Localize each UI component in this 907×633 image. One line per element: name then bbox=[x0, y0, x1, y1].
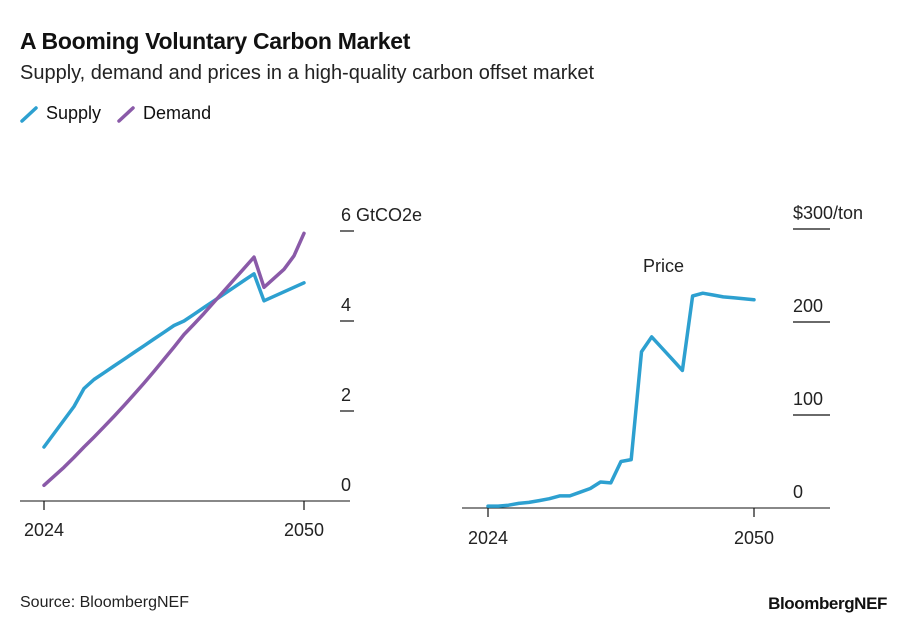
legend-item-supply: Supply bbox=[20, 103, 101, 124]
source-note: Source: BloombergNEF bbox=[20, 594, 189, 611]
brand-logo: BloombergNEF bbox=[768, 594, 887, 613]
chart0-xtick-label: 2024 bbox=[24, 520, 64, 540]
demand-swatch-icon bbox=[117, 105, 135, 123]
supply-swatch-icon bbox=[20, 105, 38, 123]
chart1-ytick-label: 200 bbox=[793, 296, 823, 316]
chart-subtitle: Supply, demand and prices in a high-qual… bbox=[20, 62, 595, 84]
chart0-ytick-label: 6 GtCO2e bbox=[341, 205, 422, 225]
legend: Supply Demand bbox=[20, 103, 227, 124]
chart0-ytick-label: 0 bbox=[341, 475, 351, 495]
chart0-series-demand bbox=[42, 231, 306, 488]
chart0-ytick-label: 2 bbox=[341, 385, 351, 405]
chart1-ytick-label: 100 bbox=[793, 389, 823, 409]
chart1-xtick-label: 2050 bbox=[734, 528, 774, 548]
chart0-series-supply bbox=[42, 272, 306, 449]
chart1-xtick-label: 2024 bbox=[468, 528, 508, 548]
chart0-ytick-label: 4 bbox=[341, 295, 351, 315]
chart-title: A Booming Voluntary Carbon Market bbox=[20, 28, 411, 54]
legend-label-supply: Supply bbox=[46, 103, 102, 123]
chart1-ytick-label: 0 bbox=[793, 482, 803, 502]
legend-item-demand: Demand bbox=[117, 103, 211, 124]
legend-label-demand: Demand bbox=[143, 103, 212, 123]
chart1-series-price bbox=[486, 291, 756, 508]
chart0-xtick-label: 2050 bbox=[284, 520, 324, 540]
chart1-ytick-label: $300/ton bbox=[793, 203, 863, 223]
chart1-title: Price bbox=[643, 256, 684, 276]
